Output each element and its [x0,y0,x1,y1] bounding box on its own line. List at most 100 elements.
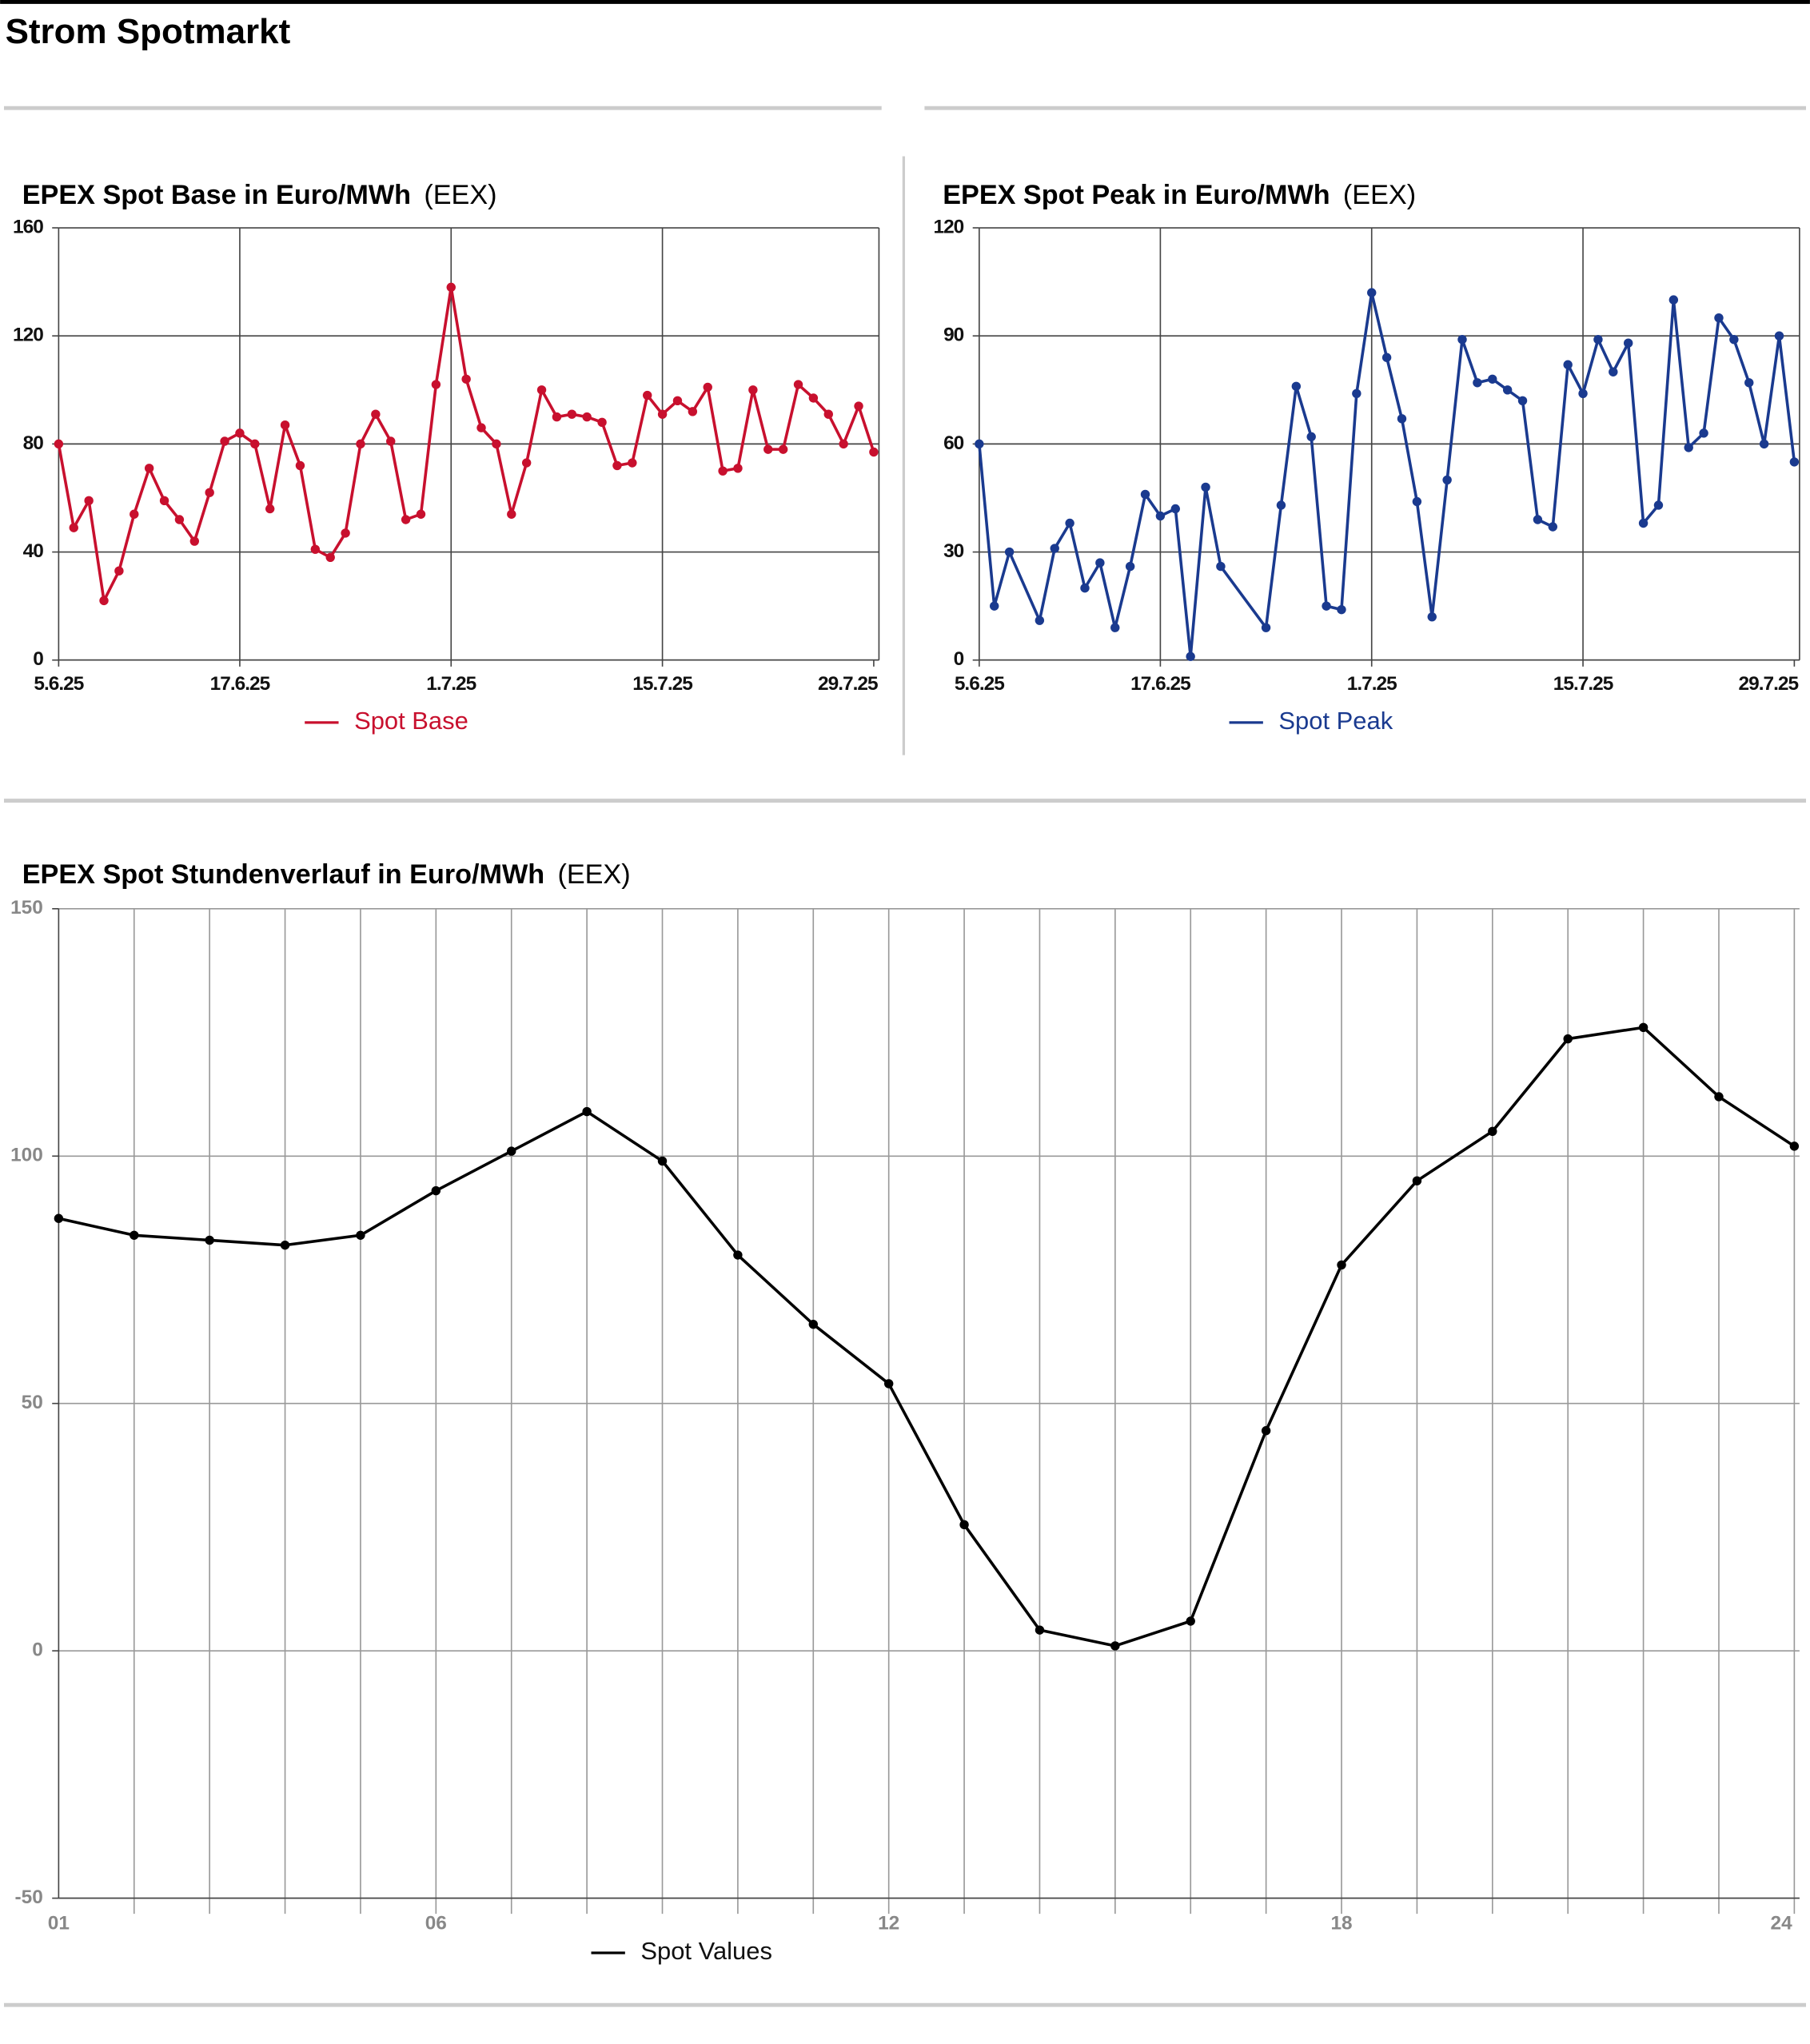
data-point [1412,1176,1422,1185]
data-point [1744,378,1754,388]
data-point [114,566,124,576]
data-point [507,509,516,519]
data-point [250,439,260,449]
data-point [1473,378,1482,388]
data-point [1533,515,1543,524]
data-point [461,374,471,384]
data-point [1337,604,1346,615]
y-tick-label: 60 [943,432,964,454]
data-point [1517,396,1528,406]
legend-label: Spot Peak [1278,707,1393,735]
data-point [1110,623,1120,632]
data-point [1548,522,1557,532]
data-point [1668,295,1679,305]
data-point [1276,500,1286,510]
y-tick-label: 100 [10,1145,43,1166]
data-point [1367,288,1377,297]
x-tick-label: 17.6.25 [210,673,270,695]
data-point [703,382,712,392]
x-tick-label: 29.7.25 [1739,673,1799,695]
data-point [628,458,637,468]
data-point [1004,547,1015,557]
data-point [280,1240,290,1250]
data-point [1140,489,1150,500]
data-point [1609,367,1618,377]
data-point [990,601,999,611]
legend-label: Spot Base [354,707,468,735]
x-tick-label: 17.6.25 [1130,673,1190,695]
data-point [54,1213,64,1223]
y-tick-label: 0 [954,648,964,670]
data-point [1502,385,1513,395]
data-point [130,1230,139,1240]
data-point [265,504,275,514]
data-point [205,488,214,497]
y-tick-label: 0 [32,1640,43,1661]
data-point [567,409,577,419]
data-point [1442,475,1452,485]
data-point [552,412,562,422]
data-point [657,1156,668,1166]
data-point [1638,518,1649,528]
data-point [416,509,426,519]
data-point [159,496,169,506]
data-point [839,439,848,449]
data-point [205,1235,214,1245]
data-point [84,496,94,506]
y-tick-label: 120 [13,325,43,346]
data-point [54,439,64,449]
data-point [1050,544,1059,553]
data-point [1789,1142,1800,1151]
data-point [1397,414,1407,424]
x-tick-label: 1.7.25 [426,673,476,695]
data-point [536,385,547,395]
data-point [883,1379,894,1389]
x-tick-label: 01 [48,1913,70,1934]
data-point [612,460,622,471]
data-point [1065,518,1074,528]
data-point [1457,335,1467,345]
data-point [1623,338,1633,348]
chart-title: EPEX Spot Stundenverlauf in Euro/MWh [22,859,544,890]
data-point [280,420,290,430]
data-point [310,544,321,554]
data-point [1216,561,1226,572]
data-point [1186,1616,1195,1626]
data-point [401,515,411,524]
data-point [1774,331,1784,341]
x-tick-label: 5.6.25 [34,673,83,695]
data-point [521,458,532,468]
data-point [1563,1034,1573,1044]
y-tick-label: 30 [943,540,964,562]
data-point [582,1106,592,1117]
data-point [1080,583,1090,593]
data-point [1201,482,1210,492]
y-tick-label: 90 [943,325,964,346]
x-tick-label: 29.7.25 [818,673,878,695]
data-point [189,536,199,546]
data-point [220,436,229,446]
data-point [657,409,668,419]
data-point [295,460,305,471]
data-point [748,385,758,395]
data-point [1352,388,1361,398]
data-point [325,552,335,563]
data-point [1412,496,1422,507]
data-point [1563,360,1573,369]
data-point [1186,651,1195,661]
data-point [356,1230,365,1240]
data-point [507,1146,516,1156]
data-point [597,417,607,428]
data-point [718,466,728,476]
chart-source: (EEX) [557,859,630,890]
x-tick-label: 18 [1330,1913,1352,1934]
chart-title: EPEX Spot Peak in Euro/MWh [943,180,1330,210]
x-tick-label: 15.7.25 [1553,673,1613,695]
data-point [446,282,456,293]
data-point [1759,439,1769,449]
data-point [1638,1022,1649,1033]
x-tick-label: 06 [425,1913,447,1934]
data-point [1699,428,1708,438]
data-point [386,436,396,446]
data-point [1488,1126,1497,1137]
